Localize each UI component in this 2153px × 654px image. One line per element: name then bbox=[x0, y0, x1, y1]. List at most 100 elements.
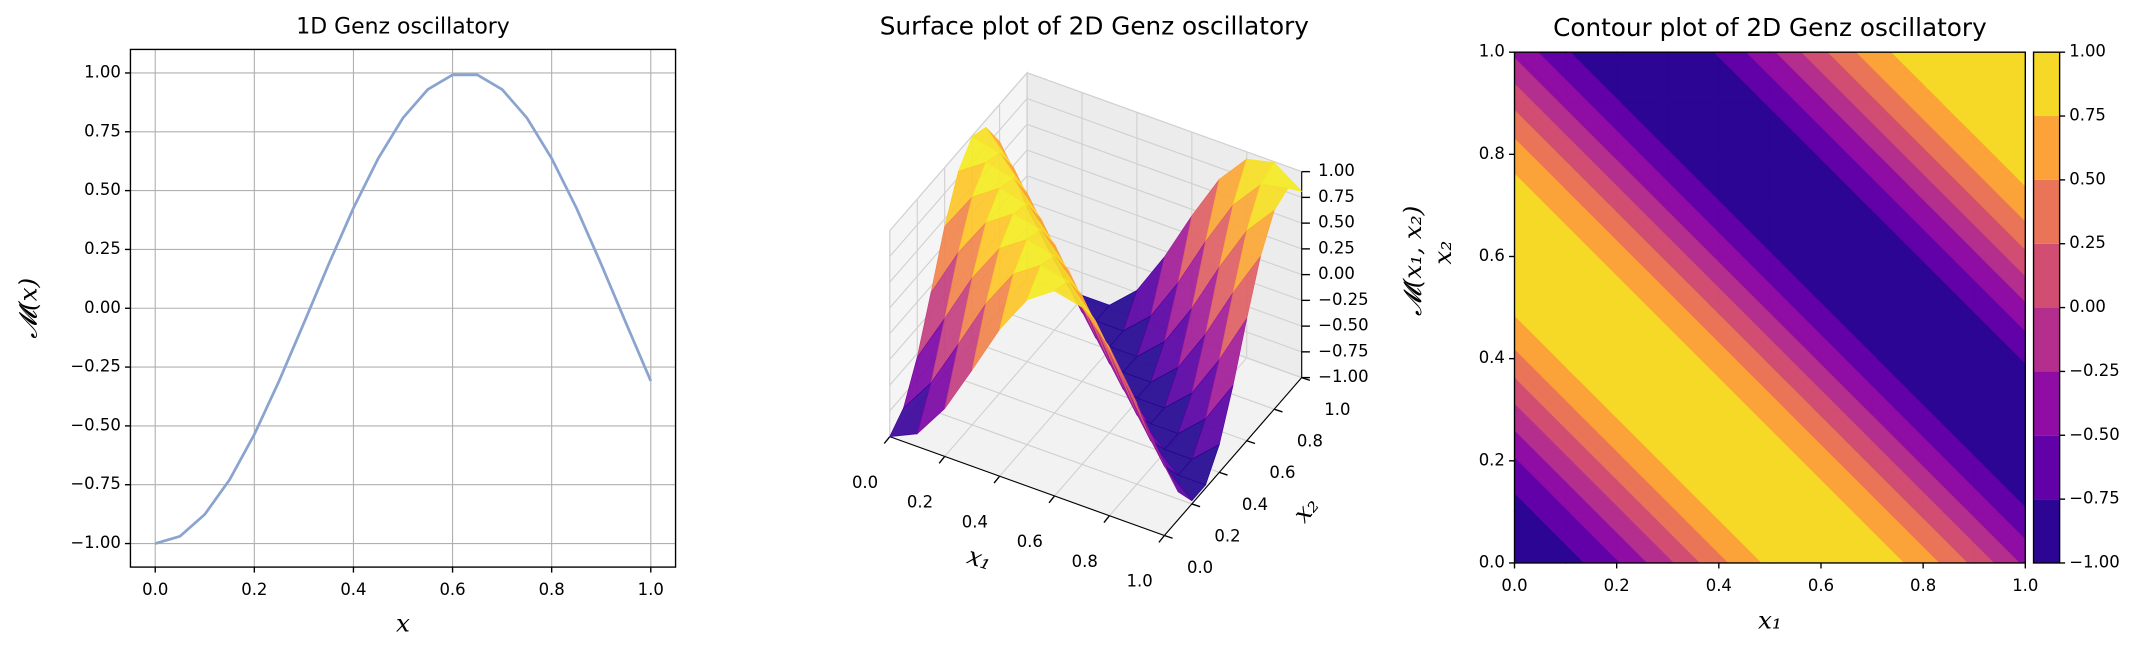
y-tick-label: −0.25 bbox=[70, 357, 120, 376]
tick-mark bbox=[883, 436, 891, 444]
colorbar-band bbox=[2033, 243, 2060, 308]
y-tick-label: 0.4 bbox=[1242, 495, 1268, 514]
x-tick-label: 0.0 bbox=[142, 580, 168, 599]
z-tick-label: 1.00 bbox=[1318, 161, 1355, 180]
grid-line bbox=[1026, 200, 1302, 301]
x-tick-label: 0.2 bbox=[1604, 576, 1630, 595]
x-tick-label: 0.4 bbox=[1706, 576, 1732, 595]
z-axis-label: 𝓜(x₁, x₂) bbox=[1398, 206, 1427, 316]
contour-band bbox=[1922, 404, 1929, 411]
z-tick-label: 0.75 bbox=[1318, 187, 1355, 206]
contour-band bbox=[1565, 188, 1583, 206]
axes-frame bbox=[1513, 51, 2026, 564]
y-tick-label: 0.2 bbox=[1479, 450, 1505, 469]
tick-mark bbox=[1219, 471, 1228, 476]
x-tick-label: 0.0 bbox=[852, 473, 878, 492]
y-tick-label: 0.0 bbox=[1187, 558, 1213, 577]
x-tick-label: 0.6 bbox=[1017, 532, 1043, 551]
tick-mark bbox=[1191, 503, 1201, 508]
colorbar-band bbox=[2033, 499, 2060, 563]
contour-band bbox=[1718, 342, 1736, 360]
y-tick-label: 1.0 bbox=[1324, 400, 1350, 419]
y-tick-label: 0.8 bbox=[1479, 144, 1505, 163]
y-tick-label: 0.0 bbox=[1479, 552, 1505, 571]
colorbar-tick-label: 0.50 bbox=[2069, 169, 2106, 188]
grid-line bbox=[889, 72, 1028, 232]
y-axis-label: x₂ bbox=[1428, 241, 1457, 265]
contour-band bbox=[1820, 302, 1827, 308]
contour-band bbox=[1667, 181, 1692, 206]
x-tick-label: 0.4 bbox=[962, 512, 988, 531]
x-tick-label: 1.0 bbox=[638, 580, 664, 599]
contour-band bbox=[1616, 130, 1641, 155]
contour-band bbox=[1616, 97, 1623, 104]
y-axis-line bbox=[1163, 377, 1303, 536]
contour-band bbox=[1718, 232, 1744, 257]
y-axis-label: 𝓜(x) bbox=[14, 278, 43, 339]
contour-band bbox=[1565, 79, 1590, 104]
colorbar-band bbox=[2033, 307, 2060, 372]
contour-band bbox=[1820, 334, 1846, 360]
contour-band bbox=[1769, 338, 1791, 360]
y-tick-label: 0.2 bbox=[1214, 526, 1240, 545]
contour-band bbox=[1769, 251, 1776, 257]
chart-title: 1D Genz oscillatory bbox=[296, 14, 510, 39]
colorbar-band bbox=[2033, 435, 2060, 500]
contour-band bbox=[1973, 455, 1980, 462]
y-tick-label: −0.50 bbox=[70, 415, 120, 434]
contour-band bbox=[1616, 185, 1637, 206]
y-tick-label: 0.75 bbox=[84, 121, 121, 140]
colorbar-tick-label: 0.00 bbox=[2069, 297, 2106, 316]
y-tick-label: 0.4 bbox=[1479, 348, 1505, 367]
contour-band bbox=[1616, 275, 1650, 308]
y-tick-label: 0.25 bbox=[84, 239, 121, 258]
contour-band bbox=[1718, 199, 1725, 206]
grid-line bbox=[917, 404, 1193, 505]
tick-mark bbox=[1158, 535, 1165, 543]
x-tick-label: 0.8 bbox=[1072, 552, 1098, 571]
contour-band bbox=[1616, 239, 1634, 257]
axes-frame bbox=[129, 48, 677, 568]
chart-title: Surface plot of 2D Genz oscillatory bbox=[880, 11, 1309, 40]
colorbar-band bbox=[2033, 116, 2060, 180]
x-tick-label: 0.2 bbox=[241, 580, 267, 599]
x-tick-label: 0.0 bbox=[1501, 576, 1527, 595]
contour-band bbox=[1769, 283, 1795, 308]
colorbar-tick-label: 1.00 bbox=[2069, 42, 2106, 61]
tick-mark bbox=[1048, 495, 1056, 504]
x-tick-label: 0.4 bbox=[340, 580, 366, 599]
grid-line bbox=[1026, 72, 1302, 173]
contour-band bbox=[1871, 440, 1893, 462]
contour-band bbox=[1667, 148, 1674, 155]
y-tick-label: 0.50 bbox=[84, 180, 121, 199]
y-tick-label: 1.0 bbox=[1479, 42, 1505, 61]
contour-band bbox=[1820, 479, 1854, 513]
contour-band bbox=[1871, 385, 1897, 411]
colorbar-tick-label: −0.50 bbox=[2069, 425, 2119, 444]
x-axis-label: x₁ bbox=[1758, 606, 1782, 635]
x-tick-label: 1.0 bbox=[2012, 576, 2038, 595]
x-tick-label: 0.6 bbox=[1808, 576, 1834, 595]
tick-mark bbox=[1246, 440, 1256, 445]
y-tick-label: 0.8 bbox=[1297, 432, 1323, 451]
chart-title: Contour plot of 2D Genz oscillatory bbox=[1553, 13, 1987, 42]
y-tick-label: −0.75 bbox=[70, 474, 120, 493]
x-tick-label: 1.0 bbox=[1127, 572, 1153, 591]
x-tick-label: 0.2 bbox=[907, 493, 933, 512]
x-tick-label: 0.6 bbox=[439, 580, 465, 599]
line bbox=[154, 73, 653, 545]
z-tick-label: −0.75 bbox=[1318, 341, 1368, 360]
z-tick-label: 0.00 bbox=[1318, 264, 1355, 283]
contour-band bbox=[1718, 287, 1740, 308]
x-axis-label: x bbox=[396, 608, 410, 637]
colorbar-band bbox=[2033, 52, 2060, 117]
contour-band bbox=[1769, 428, 1803, 462]
z-tick-label: −1.00 bbox=[1318, 367, 1368, 386]
contour-band bbox=[1565, 224, 1598, 257]
y-tick-label: 0.00 bbox=[84, 298, 121, 317]
contour-band bbox=[1871, 353, 1878, 360]
tick-mark bbox=[938, 455, 946, 464]
colorbar-band bbox=[2033, 179, 2060, 244]
